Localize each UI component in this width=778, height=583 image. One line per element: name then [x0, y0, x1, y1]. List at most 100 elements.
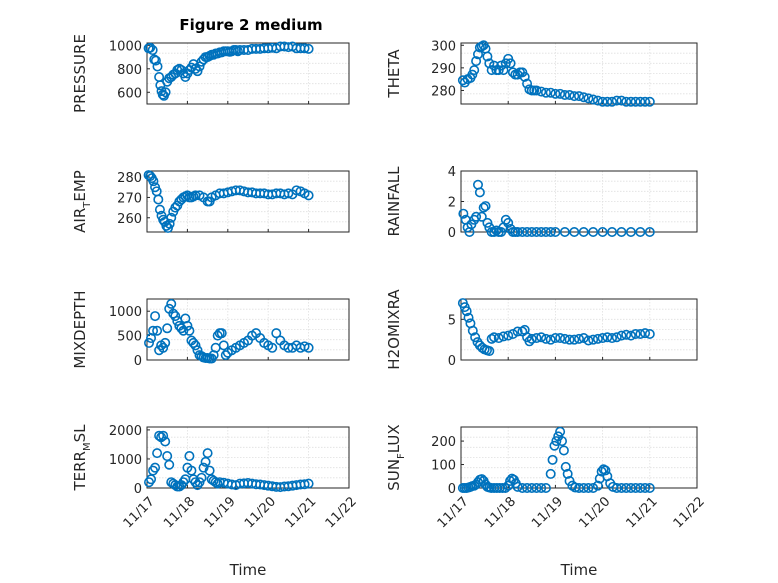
data-point: [540, 227, 551, 238]
data-point: [588, 227, 599, 238]
data-point: [536, 332, 547, 343]
data-point: [522, 78, 533, 89]
data-point: [147, 45, 158, 56]
data-point: [536, 482, 547, 493]
data-point: [578, 333, 589, 344]
data-point: [578, 92, 589, 103]
data-point: [152, 61, 163, 72]
data-point: [192, 66, 203, 77]
data-point: [588, 94, 599, 105]
data-point: [588, 334, 599, 345]
data-point: [644, 482, 655, 493]
data-point: [303, 190, 314, 201]
data-point: [531, 227, 542, 238]
data-point: [145, 171, 156, 182]
data-point: [597, 333, 608, 344]
data-point: [489, 332, 500, 343]
subplot-3: 260 270 280 AIRTEMP: [71, 170, 350, 233]
data-point: [644, 96, 655, 107]
data-point: [170, 311, 181, 322]
y-axis-label: SUNFLUX: [385, 424, 407, 490]
data-point: [583, 335, 594, 346]
data-point: [507, 328, 518, 339]
data-point: [190, 340, 201, 351]
data-point: [536, 86, 547, 97]
y-tick-label: 0: [448, 226, 456, 241]
y-axis-label-part: MIXDEPTH: [71, 290, 89, 368]
data-point: [555, 88, 566, 99]
data-point: [469, 65, 480, 76]
data-point: [162, 323, 173, 334]
y-axis-label-part: RAINFALL: [385, 166, 403, 237]
data-point: [564, 89, 575, 100]
y-axis-label: AIRTEMP: [71, 170, 93, 233]
data-point: [635, 328, 646, 339]
data-point: [625, 330, 636, 341]
x-axis-label: Time: [229, 561, 267, 579]
data-point: [635, 96, 646, 107]
subplot-5: 0 500 1000 MIXDEPTH: [71, 290, 350, 369]
data-point: [482, 51, 493, 62]
data-point: [635, 482, 646, 493]
data-point: [557, 436, 568, 447]
data-point: [583, 482, 594, 493]
data-point: [148, 176, 159, 187]
data-point: [573, 482, 584, 493]
data-point: [547, 454, 558, 465]
data-point: [635, 227, 646, 238]
data-point: [583, 93, 594, 104]
subplot-2: 280 290 300 THETA: [385, 39, 698, 107]
data-point: [569, 227, 580, 238]
data-point: [484, 58, 495, 69]
data-point: [545, 468, 556, 479]
y-tick-label: 300: [431, 39, 456, 54]
y-tick-label: 0: [448, 354, 456, 369]
data-point: [202, 448, 213, 459]
data-point: [498, 65, 509, 76]
data-point: [303, 342, 314, 353]
data-point: [150, 311, 161, 322]
data-point: [540, 87, 551, 98]
data-point: [558, 445, 569, 456]
y-axis-label-part: LUX: [385, 424, 403, 453]
data-point: [271, 328, 282, 339]
y-tick-label: 800: [117, 63, 142, 78]
data-point: [467, 69, 478, 80]
data-point: [526, 333, 537, 344]
y-axis-label-part: THETA: [385, 49, 403, 99]
data-point: [303, 43, 314, 54]
data-point: [152, 325, 163, 336]
data-point: [522, 227, 533, 238]
y-axis-label-part: SL: [71, 424, 89, 443]
y-axis-label-part: SUN: [385, 459, 403, 491]
data-point: [153, 194, 164, 205]
data-point: [600, 465, 611, 476]
data-point: [611, 95, 622, 106]
x-tick-label: 11/21: [624, 494, 661, 531]
data-point: [503, 330, 514, 341]
data-point: [166, 212, 177, 223]
x-tick-label: 11/22: [323, 494, 360, 531]
data-point: [611, 482, 622, 493]
data-point: [621, 96, 632, 107]
data-point: [152, 448, 163, 459]
data-point: [196, 472, 207, 483]
y-axis-label: H2OMIXRA: [385, 289, 403, 370]
data-point: [550, 333, 561, 344]
data-point: [550, 227, 561, 238]
axes-frame: [146, 298, 350, 361]
data-point: [220, 350, 231, 361]
data-point: [540, 482, 551, 493]
data-point: [267, 342, 278, 353]
y-axis-label-part: H2OMIXRA: [385, 289, 403, 370]
data-point: [160, 436, 171, 447]
subplot-1: 600 800 1000 PRESSURE: [71, 34, 350, 113]
data-point: [559, 89, 570, 100]
data-point: [640, 96, 651, 107]
y-tick-label: 100: [431, 459, 456, 474]
data-point: [498, 331, 509, 342]
data-point: [526, 227, 537, 238]
data-point: [545, 227, 556, 238]
data-point: [507, 67, 518, 78]
data-point: [640, 482, 651, 493]
